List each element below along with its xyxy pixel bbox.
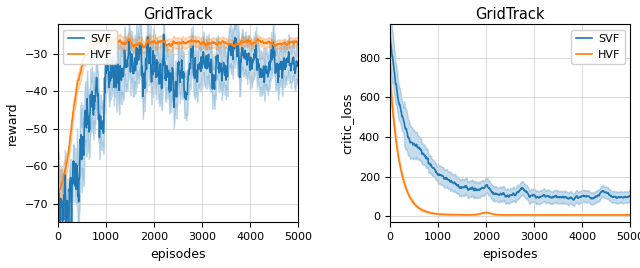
Y-axis label: reward: reward [6, 102, 19, 145]
SVF [262, 67, 269, 70]
HVF [237, 41, 244, 44]
SVF [208, 63, 216, 66]
HVF [261, 42, 269, 45]
SVF [570, 199, 577, 202]
SVF [525, 195, 533, 199]
HVF [569, 213, 577, 217]
SVF [194, 64, 202, 67]
SVF [532, 196, 540, 199]
Line: SVF: SVF [390, 34, 630, 200]
SVF [160, 33, 168, 36]
Legend: SVF, HVF: SVF, HVF [572, 30, 625, 64]
HVF [54, 192, 61, 195]
SVF [401, 124, 408, 127]
Line: HVF: HVF [390, 72, 630, 215]
Y-axis label: critic_loss: critic_loss [340, 92, 353, 154]
HVF [526, 213, 534, 217]
SVF [627, 195, 634, 198]
Title: GridTrack: GridTrack [143, 6, 212, 21]
SVF [65, 236, 72, 239]
SVF [294, 62, 302, 66]
HVF [194, 39, 202, 43]
HVF [294, 42, 302, 46]
X-axis label: episodes: episodes [150, 248, 205, 261]
HVF [401, 182, 408, 185]
HVF [207, 41, 215, 44]
Line: HVF: HVF [58, 38, 298, 193]
SVF [54, 203, 61, 206]
HVF [200, 41, 208, 44]
Line: SVF: SVF [58, 34, 298, 237]
SVF [69, 183, 77, 186]
HVF [627, 213, 634, 217]
HVF [111, 36, 118, 39]
SVF [593, 195, 601, 198]
SVF [386, 32, 394, 36]
HVF [532, 213, 540, 217]
SVF [568, 197, 576, 200]
SVF [237, 58, 244, 62]
SVF [540, 194, 547, 197]
HVF [68, 118, 76, 121]
HVF [593, 213, 601, 217]
Title: GridTrack: GridTrack [476, 6, 545, 21]
HVF [540, 213, 547, 217]
SVF [200, 63, 208, 66]
Legend: SVF, HVF: SVF, HVF [63, 30, 116, 64]
HVF [386, 70, 394, 73]
X-axis label: episodes: episodes [483, 248, 538, 261]
HVF [508, 213, 516, 217]
